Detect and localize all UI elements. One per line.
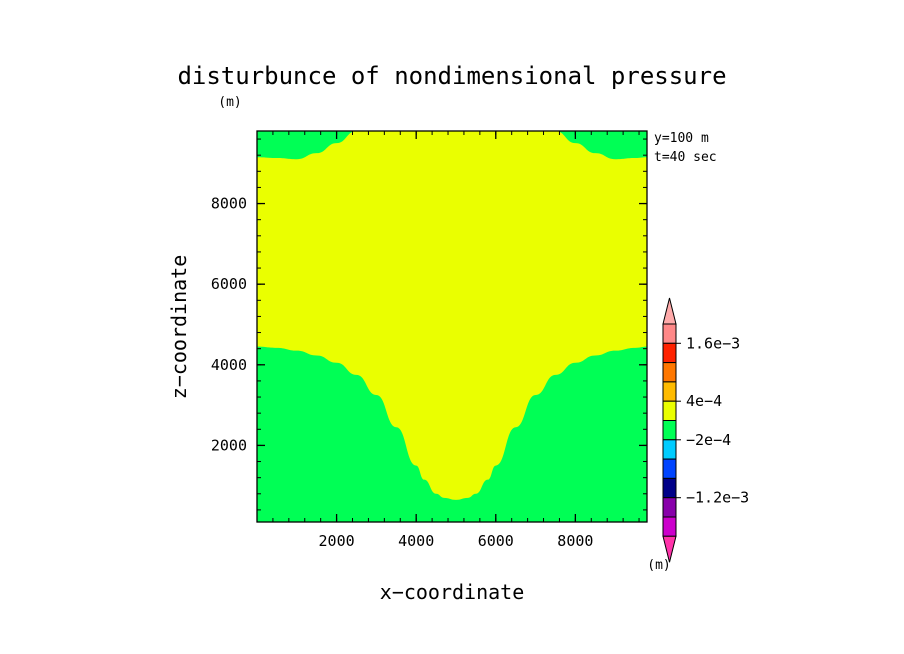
colorbar-swatch [662,323,677,344]
colorbar-swatch [662,439,677,460]
colorbar-swatch [662,400,677,422]
x-tick-label: 2000 [319,532,355,550]
annotation-y-value: y=100 m [654,131,709,146]
y-tick-label: 8000 [211,195,247,213]
colorbar-label: −1.2e−3 [686,489,749,507]
colorbar-swatch [662,516,677,537]
y-tick-label: 2000 [211,436,247,454]
y-tick-label: 4000 [211,356,247,374]
x-tick-label: 8000 [557,532,593,550]
colorbar-bottom-arrow [662,535,677,563]
colorbar-swatch [662,420,677,441]
colorbar-label: 1.6e−3 [686,334,740,352]
y-axis-title: z−coordinate [167,255,191,400]
annotation-time: t=40 sec [654,150,717,165]
y-axis-unit-label: (m) [218,95,241,110]
colorbar-swatch [662,381,677,402]
colorbar-swatch [662,458,677,479]
chart-title: disturbunce of nondimensional pressure [177,62,726,90]
plot-frame [256,130,648,523]
x-tick-label: 4000 [398,532,434,550]
colorbar-swatch [662,342,677,364]
colorbar-swatch [662,362,677,383]
y-tick-label: 6000 [211,275,247,293]
colorbar-swatch [662,477,677,499]
colorbar: 1.6e−3 4e−4 −2e−4 −1.2e−3 [662,297,749,563]
colorbar-label: 4e−4 [686,392,722,410]
contour-region-0 [257,131,647,500]
plot-area: 2000 4000 6000 8000 2000 4000 6000 8000 [211,130,648,550]
colorbar-label: −2e−4 [686,431,731,449]
colorbar-swatch [662,497,677,518]
colorbar-unit-label: (m) [647,558,670,573]
x-tick-label: 6000 [478,532,514,550]
x-axis-title: x−coordinate [380,580,525,604]
colorbar-top-arrow [662,297,677,325]
